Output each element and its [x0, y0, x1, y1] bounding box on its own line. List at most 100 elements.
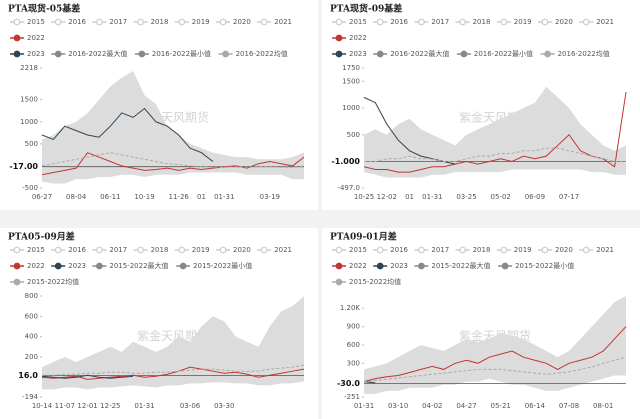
series-line: [41, 107, 214, 162]
y-tick-label: 400: [25, 333, 38, 341]
legend-item: 2016: [373, 18, 409, 26]
x-tick-label: 01: [405, 193, 414, 201]
legend-item: 2020: [216, 18, 251, 26]
legend-label: 2020: [233, 246, 251, 254]
series-line: [363, 91, 627, 173]
legend-label: 2015-2022均值: [349, 277, 401, 286]
legend-item: 2015-2022均值: [332, 277, 401, 286]
legend-item: 2020: [538, 18, 573, 26]
y-tick-label: 1.20K: [340, 304, 361, 312]
legend-label: 2018: [151, 246, 169, 254]
legend-swatch: [95, 262, 103, 270]
legend-label: 2020: [555, 18, 573, 26]
legend-item: 2015-2022最小值: [498, 261, 574, 270]
legend-swatch: [335, 246, 343, 254]
legend-swatch: [54, 18, 62, 26]
legend-label: 2017: [431, 18, 449, 26]
x-tick-label: 07-08: [559, 402, 579, 410]
legend-swatch: [13, 278, 21, 286]
legend-label: 2022: [349, 262, 367, 270]
legend-item: 2023: [373, 262, 408, 270]
legend-swatch: [138, 50, 146, 58]
chart-title: PTA09-01月差: [330, 231, 397, 243]
x-tick-label: 01-31: [422, 193, 442, 201]
legend-item: 2015: [332, 18, 367, 26]
legend-label: 2015: [27, 18, 45, 26]
y-tick-label: 1500: [20, 96, 38, 104]
legend-label: 2021: [596, 18, 614, 26]
y-tick-label: 1000: [342, 104, 360, 112]
range-area: [42, 71, 304, 188]
legend-label: 2018: [151, 18, 169, 26]
y-tick-label: 2218: [20, 64, 38, 72]
x-tick-label: 11-26: [169, 193, 190, 201]
chart-panel: PTA现货-05基差 2015 2016 2017 2018 2019 2020 2021 20…: [8, 3, 305, 201]
x-tick-label: 03-06: [180, 402, 201, 410]
legend-swatch: [459, 18, 467, 26]
legend-item: 2019: [496, 246, 532, 254]
legend-item: 2016-2022均值: [218, 49, 288, 58]
legend-label: 2015-2022最大值: [109, 261, 168, 270]
x-tick-label: 12-01: [77, 402, 97, 410]
legend-label: 2020: [555, 246, 573, 254]
legend-item: 2019: [174, 246, 210, 254]
legend-swatch: [260, 246, 268, 254]
legend-label: 2018: [473, 18, 491, 26]
legend-item: 2022: [332, 262, 367, 270]
series-line: [363, 356, 627, 383]
x-tick-label: 01-31: [134, 402, 154, 410]
legend-swatch: [459, 246, 467, 254]
y-tick-label: -251: [344, 393, 360, 401]
legend-item: 2018: [455, 18, 491, 26]
legend-item: 2021: [257, 18, 292, 26]
range-area: [42, 296, 304, 397]
legend-label: 2021: [274, 246, 292, 254]
legend-item: 2017: [414, 18, 449, 26]
legend-swatch: [13, 246, 21, 254]
x-tick-label: 10-14: [32, 402, 53, 410]
x-tick-label: 10-25: [354, 193, 374, 201]
legend-label: 2019: [514, 18, 532, 26]
legend-item: 2016-2022最大值: [51, 49, 127, 58]
legend-label: 2023: [390, 262, 408, 270]
legend-swatch: [376, 246, 384, 254]
legend-label: 2015: [349, 246, 367, 254]
legend-item: 2021: [579, 246, 614, 254]
series-line: [41, 152, 305, 176]
legend-item: 2022: [332, 34, 367, 42]
legend-swatch: [13, 262, 21, 270]
y-tick-label: 200: [25, 353, 38, 361]
legend-label: 2016-2022均值: [558, 49, 610, 58]
legend-item: 2021: [579, 18, 614, 26]
y-tick-label: 1500: [342, 77, 360, 85]
legend-swatch: [219, 18, 227, 26]
legend-swatch: [335, 34, 343, 42]
range-area: [364, 375, 626, 397]
legend-item: 2016-2022最小值: [456, 49, 533, 58]
legend-item: 2020: [216, 246, 251, 254]
x-tick-label: 12-25: [100, 402, 120, 410]
legend-label: 2016: [68, 18, 86, 26]
legend-label: 2016: [390, 246, 408, 254]
legend-swatch: [178, 18, 186, 26]
legend-item: 2023: [332, 50, 367, 58]
legend-label: 2019: [514, 246, 532, 254]
legend-label: 2022: [27, 34, 45, 42]
x-tick-label: 08-04: [66, 193, 87, 201]
current-label: -1.000: [331, 157, 360, 166]
series-line: [41, 366, 305, 380]
legend-item: 2015-2022均值: [10, 277, 79, 286]
legend-label: 2016-2022最大值: [68, 49, 127, 58]
legend-label: 2015: [349, 18, 367, 26]
y-tick-label: 600: [347, 341, 360, 349]
y-tick-label: 500: [347, 131, 360, 139]
range-area: [364, 296, 626, 397]
x-tick-label: 03-19: [260, 193, 280, 201]
legend-swatch: [376, 50, 384, 58]
y-tick-label: 800: [25, 292, 38, 300]
legend-label: 2023: [68, 262, 86, 270]
legend-swatch: [222, 50, 230, 58]
x-tick-label: 10-19: [134, 193, 154, 201]
legend-swatch: [178, 246, 186, 254]
